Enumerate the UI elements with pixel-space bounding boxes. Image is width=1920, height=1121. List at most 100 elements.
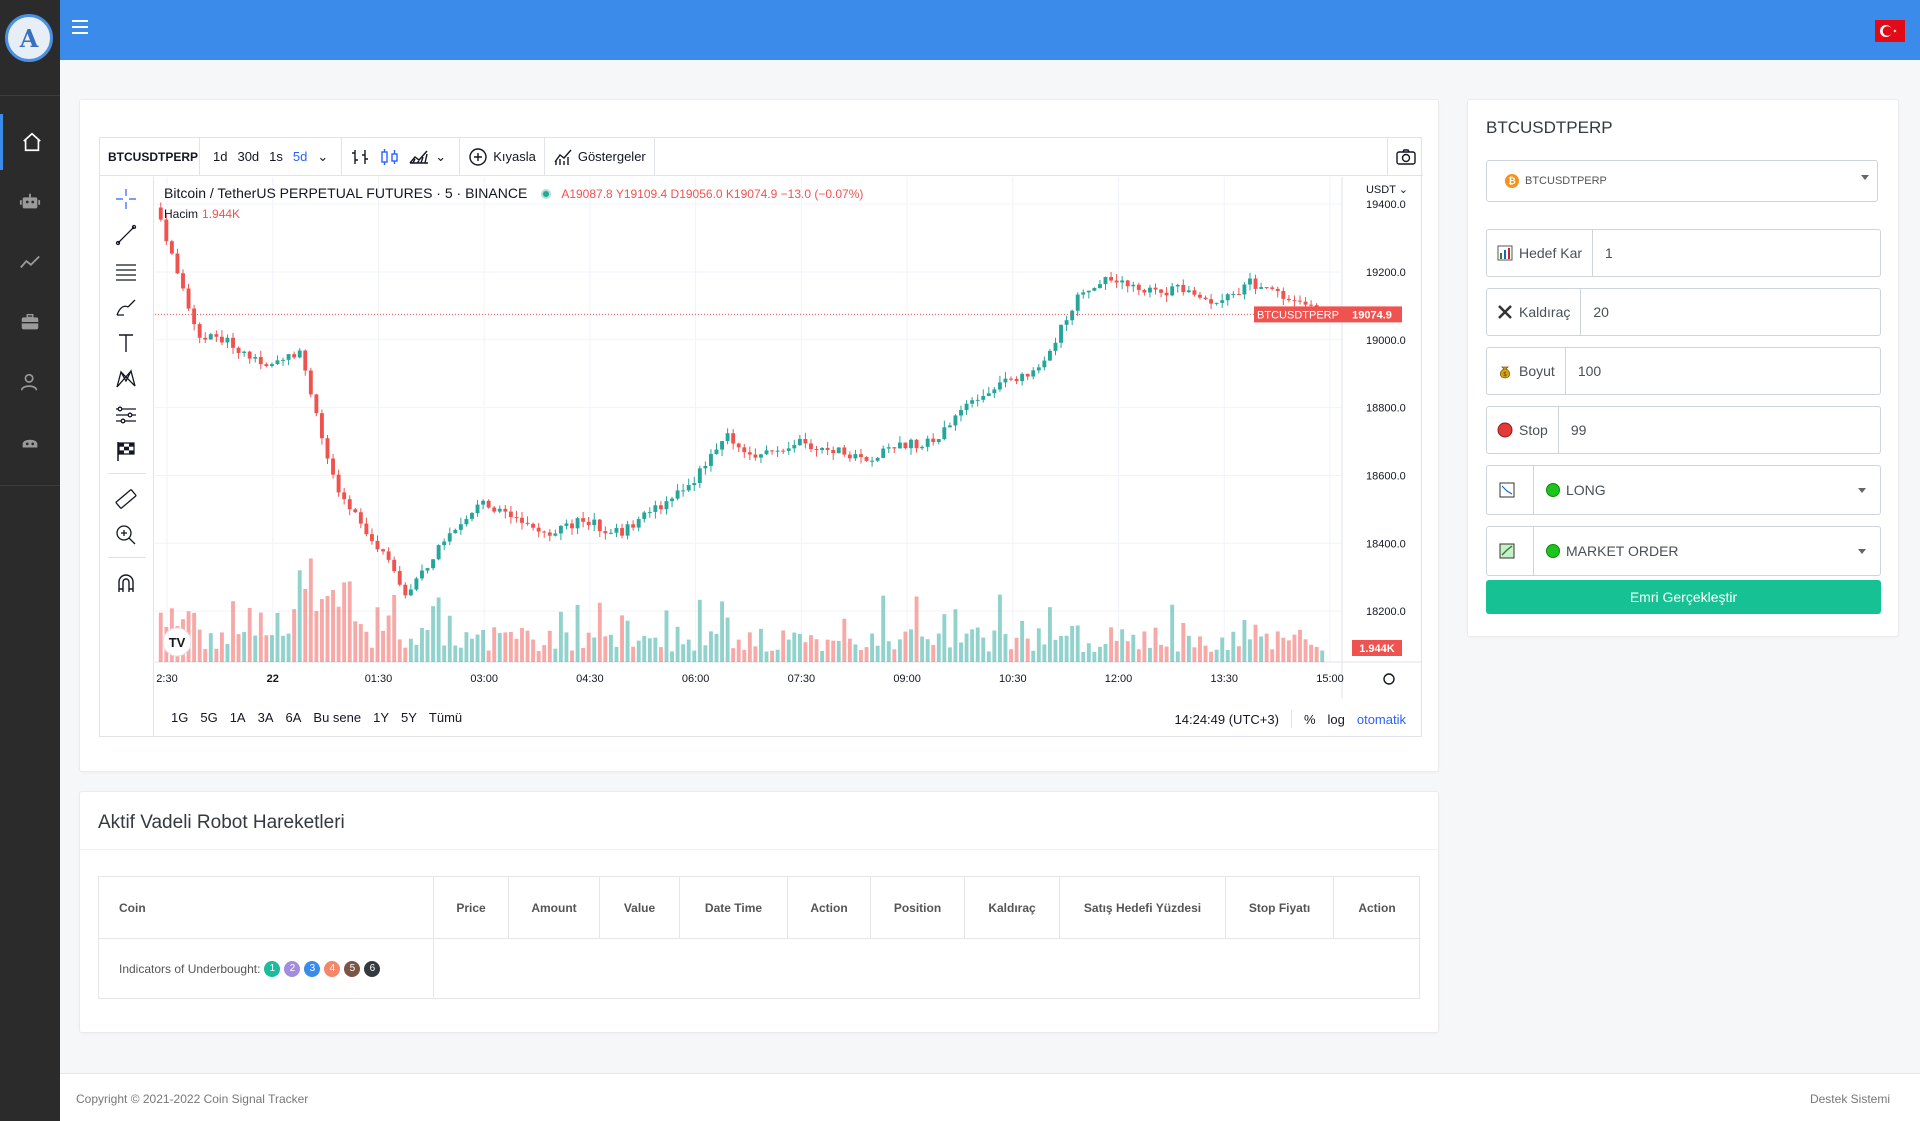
position-select[interactable]: LONG [1534,465,1881,515]
range-6a[interactable]: 6A [285,710,302,725]
col-action-2[interactable]: Action [1358,900,1396,915]
candle [1248,278,1252,285]
pattern-tool[interactable] [112,365,140,393]
sidebar-item-portfolio[interactable] [0,294,60,350]
volume-bar [497,632,502,662]
sidebar-item-bots[interactable] [0,414,60,470]
range-1y[interactable]: 1Y [373,710,390,725]
volume-bar [470,638,474,662]
candle [931,438,936,443]
interval-1s[interactable]: 1s [269,149,283,164]
col-amount[interactable]: Amount [509,877,600,938]
indicator-badge-5[interactable]: 5 [344,960,361,977]
money-bag-icon: $ [1497,363,1513,379]
chart-legend: Bitcoin / TetherUS PERPETUAL FUTURES · 5… [164,185,863,201]
sidebar-item-home[interactable] [0,114,60,170]
zoom-tool[interactable] [112,521,140,549]
range-1a[interactable]: 1A [229,710,246,725]
candle [992,389,997,394]
chevron-down-icon[interactable]: ⌄ [317,148,329,164]
range-ytd[interactable]: Bu sene [313,710,362,725]
bar-style-icon[interactable] [350,147,372,167]
currency-select[interactable]: USDT ⌄ [1365,184,1408,196]
col-value[interactable]: Value [600,877,680,938]
candle [331,458,335,475]
coin-select[interactable]: ₿ BTCUSDTPERP [1486,160,1878,202]
indicator-badge-1[interactable]: 1 [264,960,281,977]
col-coin[interactable]: Coin [99,877,434,938]
range-5y[interactable]: 5Y [401,710,417,725]
ruler-tool[interactable] [112,485,140,513]
size-input[interactable]: 100 [1565,347,1881,395]
area-chart-icon[interactable] [408,147,430,167]
chart-area[interactable]: BTCUSDTPERP 19074.9 1.944K 19400.0 19200.0 19… [155,177,1422,737]
chevron-down-icon[interactable]: ⌄ [435,148,447,164]
col-sell-target[interactable]: Satış Hedefi Yüzdesi [1060,877,1226,938]
log-toggle[interactable]: log [1327,711,1345,727]
indicator-badge-6[interactable]: 6 [364,960,381,977]
target-profit-input[interactable]: 1 [1593,229,1881,277]
percent-toggle[interactable]: % [1303,711,1316,727]
turkey-flag-icon[interactable] [1875,20,1905,42]
candle [481,500,486,505]
fib-tool[interactable] [112,257,140,285]
text-tool[interactable] [112,329,140,357]
sidebar-item-account[interactable] [0,354,60,410]
support-link[interactable]: Destek Sistemi [1809,1092,1890,1106]
prediction-tool[interactable] [112,401,140,429]
range-5g[interactable]: 5G [200,710,218,725]
auto-toggle[interactable]: otomatik [1356,711,1406,727]
volume-bar [575,604,580,662]
leverage-input[interactable]: 20 [1581,288,1881,336]
price-chart[interactable]: BTCUSDTPERP 19074.9 1.944K 19400.0 19200.0 19… [155,177,1422,699]
col-date-time[interactable]: Date Time [680,877,788,938]
col-price[interactable]: Price [434,877,509,938]
range-all[interactable]: Tümü [428,710,463,725]
candle [892,447,897,449]
volume-bar [297,570,302,662]
brush-tool[interactable] [112,293,140,321]
volume-bar [303,588,308,662]
icons-tool[interactable] [112,437,140,465]
col-stop-price[interactable]: Stop Fiyatı [1226,877,1334,938]
order-type-select[interactable]: MARKET ORDER [1534,526,1881,576]
fib-lines-icon [116,264,136,281]
volume-bar [492,627,497,662]
sidebar-item-robots[interactable] [0,174,60,230]
col-leverage[interactable]: Kaldıraç [965,877,1060,938]
indicator-badge-2[interactable]: 2 [284,960,301,977]
clock[interactable]: 14:24:49 (UTC+3) [1174,711,1279,727]
hamburger-icon[interactable] [72,20,88,34]
volume-bar [1270,649,1275,662]
interval-30d[interactable]: 30d [237,149,260,164]
indicator-badge-3[interactable]: 3 [304,960,321,977]
candle [686,485,691,491]
col-position[interactable]: Position [871,877,965,938]
range-3a[interactable]: 3A [257,710,274,725]
stop-input[interactable]: 99 [1558,406,1881,454]
screenshot-button[interactable] [1387,138,1423,176]
magnet-tool[interactable] [112,569,140,597]
candle [508,511,513,518]
candle [947,425,952,428]
volume-bar [1164,646,1169,662]
candle [681,490,686,492]
indicator-badge-4[interactable]: 4 [324,960,341,977]
app-logo[interactable]: A [5,14,53,62]
trendline-tool[interactable] [112,221,140,249]
cross-icon [1497,304,1513,320]
indicators-button[interactable]: Göstergeler [545,137,655,176]
compare-button[interactable]: Kıyasla [460,137,545,176]
tool-divider [108,473,146,474]
symbol-search[interactable]: BTCUSDTPERP [100,137,200,176]
interval-1d[interactable]: 1d [213,149,228,164]
range-1g[interactable]: 1G [171,710,189,725]
candle [347,499,352,510]
volume-bar [836,641,841,662]
candles-icon[interactable] [378,147,402,167]
interval-5d[interactable]: 5d [292,149,308,164]
col-action[interactable]: Action [788,877,871,938]
execute-order-button[interactable]: Emri Gerçekleştir [1486,580,1881,614]
sidebar-item-charts[interactable] [0,234,60,290]
crosshair-tool[interactable] [112,185,140,213]
